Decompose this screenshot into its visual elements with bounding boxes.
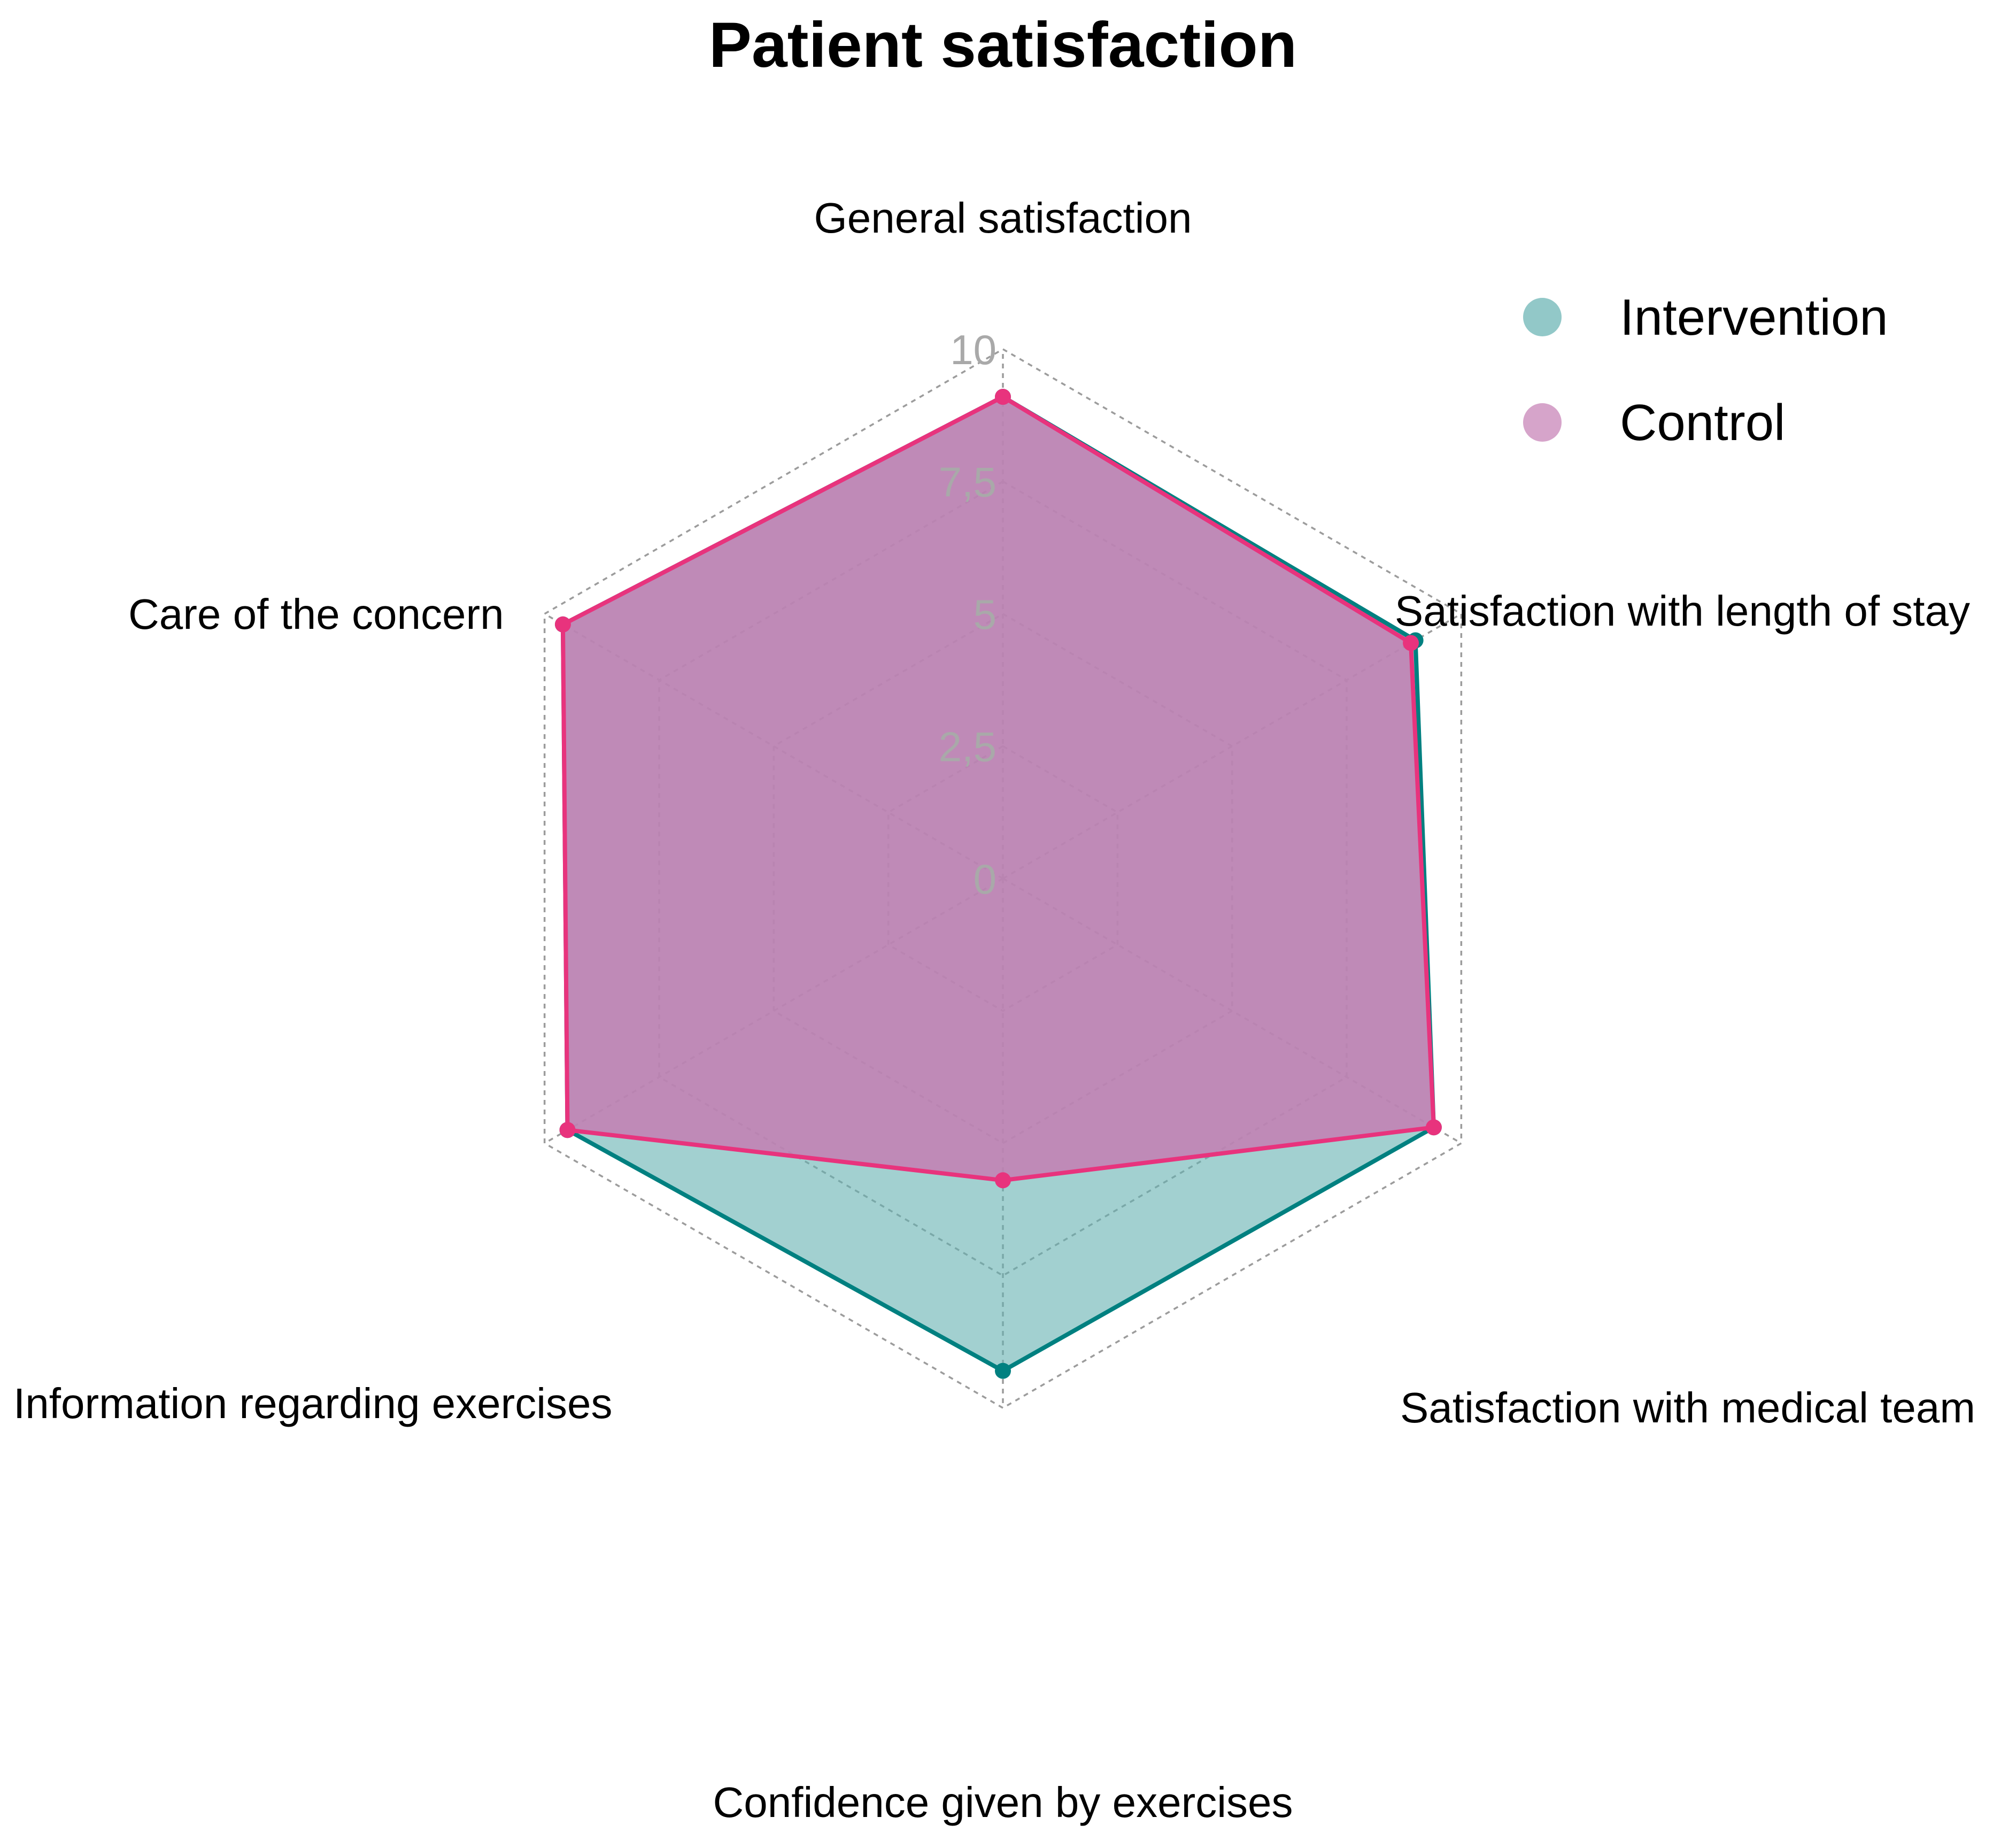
radar-series	[554, 389, 1442, 1379]
tick-label-3: 7,5	[939, 459, 996, 506]
legend-item-intervention: Intervention	[1523, 289, 1888, 346]
radial-tick-labels: 0 2,5 5 7,5 10	[939, 326, 996, 903]
data-point-intervention-3	[995, 1362, 1011, 1379]
legend-marker-control	[1523, 403, 1562, 442]
chart-title: Patient satisfaction	[709, 9, 1297, 81]
legend-item-control: Control	[1523, 394, 1785, 451]
data-point-control-4	[559, 1122, 576, 1138]
axis-label-3: Confidence given by exercises	[713, 1778, 1293, 1826]
axis-label-1: Satisfaction with length of stay	[1395, 587, 1970, 635]
axis-label-5: Care of the concern	[128, 590, 504, 638]
legend-label-intervention: Intervention	[1620, 289, 1888, 346]
legend-marker-intervention	[1523, 298, 1562, 336]
axis-label-4: Information regarding exercises	[13, 1380, 613, 1427]
legend: Intervention Control	[1523, 289, 1888, 451]
legend-label-control: Control	[1620, 394, 1785, 451]
axis-label-0: General satisfaction	[814, 194, 1192, 242]
series-control	[554, 389, 1442, 1189]
data-point-control-2	[1425, 1119, 1442, 1136]
data-point-control-5	[554, 616, 571, 633]
series-area-control	[562, 397, 1434, 1181]
tick-label-0: 0	[974, 856, 996, 903]
tick-label-2: 5	[974, 591, 996, 638]
tick-label-1: 2,5	[939, 723, 996, 771]
data-point-control-1	[1403, 635, 1419, 651]
data-point-control-0	[995, 389, 1011, 405]
axis-labels: General satisfaction Satisfaction with le…	[13, 194, 1975, 1826]
tick-label-4: 10	[950, 326, 996, 373]
axis-label-2: Satisfaction with medical team	[1400, 1384, 1975, 1431]
data-point-control-3	[995, 1172, 1011, 1189]
